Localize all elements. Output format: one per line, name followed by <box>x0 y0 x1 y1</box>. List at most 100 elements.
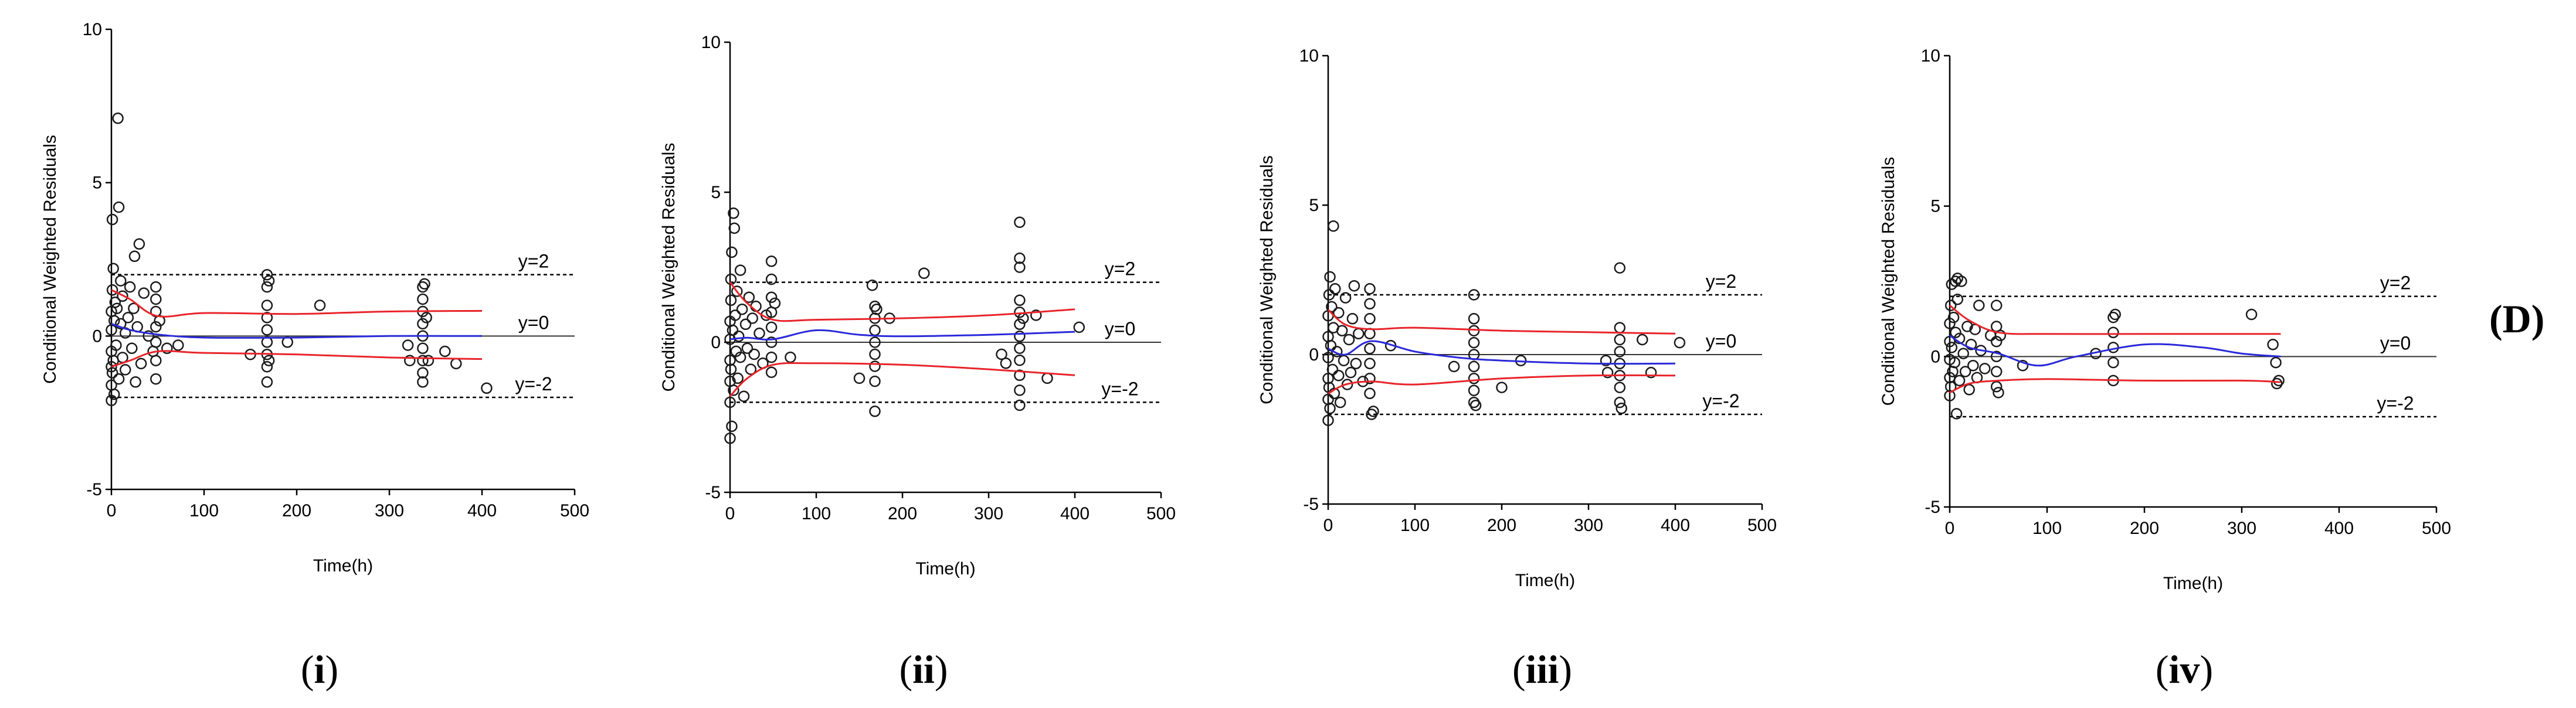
data-point <box>869 324 881 336</box>
reference-line-label: y=0 <box>1105 318 1135 339</box>
panel-label-open: ( <box>301 647 314 692</box>
data-point <box>1326 301 1338 313</box>
data-point <box>853 372 866 384</box>
data-point <box>2017 359 2029 372</box>
data-point <box>1990 335 2003 348</box>
data-point <box>1000 358 1012 369</box>
data-point <box>1953 375 1966 387</box>
x-tick-label: 100 <box>189 501 219 520</box>
data-point <box>1339 292 1352 304</box>
data-point <box>1961 321 1973 332</box>
data-point <box>281 336 293 348</box>
data-point <box>119 364 131 376</box>
data-point <box>1950 326 1961 339</box>
data-point <box>117 290 128 302</box>
data-point <box>724 354 736 366</box>
data-point <box>1014 342 1026 354</box>
panel-label: (iv) <box>2156 647 2213 692</box>
data-point <box>734 351 746 363</box>
data-point <box>1990 366 2003 377</box>
data-point <box>1364 328 1376 340</box>
data-point <box>743 291 755 303</box>
data-point <box>769 297 781 309</box>
x-tick-label: 200 <box>888 504 917 523</box>
panel-label-open: ( <box>1512 647 1526 692</box>
data-point <box>124 281 136 293</box>
data-point <box>1364 387 1376 400</box>
data-point <box>728 207 739 219</box>
data-point <box>261 360 273 373</box>
data-point <box>1326 363 1339 376</box>
panel-label-close: ) <box>325 647 338 692</box>
data-point <box>1990 350 2003 363</box>
y-tick-label: 0 <box>1309 345 1319 365</box>
data-point <box>765 351 778 363</box>
data-point <box>128 302 140 314</box>
data-point <box>263 275 275 287</box>
data-point <box>1959 366 1971 377</box>
data-point <box>122 312 134 324</box>
data-point <box>1614 322 1626 333</box>
x-tick-label: 200 <box>2130 519 2159 538</box>
y-tick-label: -5 <box>86 480 102 499</box>
data-point <box>161 342 173 355</box>
data-point <box>261 312 273 324</box>
data-point <box>765 256 778 267</box>
data-point <box>106 367 118 379</box>
data-point <box>1353 328 1365 340</box>
data-point <box>115 275 127 287</box>
data-point <box>1468 289 1480 301</box>
data-point <box>741 342 754 354</box>
x-axis-title: Time(h) <box>915 559 975 578</box>
x-tick-label: 0 <box>1945 519 1955 538</box>
reference-line-label: y=-2 <box>2377 393 2414 414</box>
data-point <box>1030 309 1042 321</box>
data-point <box>1496 382 1508 393</box>
panel-label-close: ) <box>2200 647 2213 692</box>
y-tick-label: -5 <box>1303 495 1319 514</box>
data-point <box>731 285 743 297</box>
y-axis-title: Conditional Weighted Residuals <box>40 135 60 384</box>
y-tick-label: 5 <box>711 183 721 202</box>
median-line <box>729 329 1075 341</box>
x-tick-label: 400 <box>1060 504 1090 523</box>
panel-label-close: ) <box>935 647 948 692</box>
data-point <box>135 358 147 370</box>
data-point <box>726 246 738 258</box>
data-point <box>1364 358 1376 370</box>
data-point <box>314 299 326 311</box>
data-point <box>417 367 429 379</box>
data-point <box>1324 271 1336 283</box>
data-point <box>869 348 881 360</box>
data-point <box>724 396 736 409</box>
data-point <box>734 264 746 276</box>
panel-label-numeral: i <box>314 647 325 692</box>
data-point <box>1341 379 1353 390</box>
data-point <box>869 336 881 348</box>
data-point <box>1014 252 1026 264</box>
data-point <box>1614 333 1626 346</box>
upper-percentile-line <box>1949 304 2281 335</box>
data-point <box>869 375 881 387</box>
panel-label-open: ( <box>899 647 912 692</box>
lower-percentile-line <box>111 350 483 368</box>
data-point <box>261 324 273 336</box>
data-point <box>866 279 878 291</box>
data-point <box>1645 366 1657 379</box>
panel-label-close: ) <box>1559 647 1572 692</box>
data-point <box>130 376 141 388</box>
lower-percentile-line <box>729 362 1075 397</box>
data-point <box>2273 375 2285 387</box>
data-point <box>417 342 429 355</box>
data-point <box>112 113 124 124</box>
lower-percentile-line <box>1328 374 1676 394</box>
data-point <box>2245 308 2258 321</box>
y-tick-label: 5 <box>1930 197 1940 216</box>
data-point <box>765 366 778 378</box>
data-point <box>1956 275 1967 287</box>
data-point <box>1014 384 1026 396</box>
data-point <box>2109 308 2121 321</box>
x-tick-label: 300 <box>2227 519 2256 538</box>
data-point <box>1334 396 1346 409</box>
